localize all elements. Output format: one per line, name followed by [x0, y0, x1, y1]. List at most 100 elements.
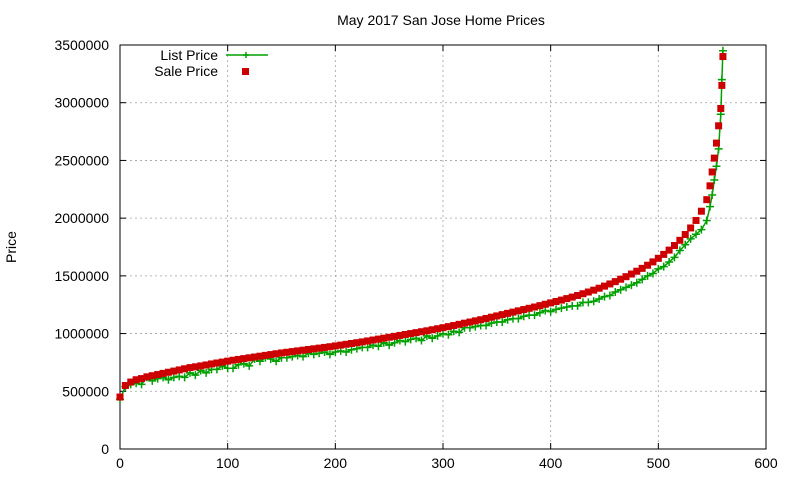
y-axis: 0 500000 1000000 1500000 2000000 2500000 30000…	[54, 37, 766, 457]
list-price-point	[164, 375, 173, 384]
sale-price-point	[143, 373, 151, 381]
sale-price-point	[191, 363, 199, 371]
sale-price-point	[202, 361, 210, 369]
list-price-point	[552, 305, 561, 314]
sale-price-point	[660, 250, 668, 258]
sale-price-point	[487, 313, 495, 321]
sale-price-point	[444, 323, 452, 331]
list-price-point	[584, 298, 593, 307]
sale-price-point	[369, 336, 377, 344]
list-price-point	[390, 338, 399, 347]
sale-price-point	[148, 372, 156, 380]
sale-price-point	[552, 297, 560, 305]
x-axis: 0 100 200 300 400 500 600	[116, 45, 778, 471]
list-price-point	[503, 315, 512, 324]
list-price-point	[245, 361, 254, 370]
sale-price-point	[493, 312, 501, 320]
sale-price-point	[703, 196, 711, 204]
x-tick-label: 600	[754, 455, 778, 471]
list-price-point	[272, 357, 281, 366]
sale-price-point	[326, 343, 334, 351]
legend-swatch-sale-price	[242, 68, 249, 75]
y-tick-label: 2000000	[54, 210, 109, 226]
sale-price-point	[638, 264, 646, 272]
x-tick-label: 400	[539, 455, 563, 471]
list-price-point	[712, 162, 721, 171]
list-price-point	[417, 336, 426, 345]
sale-price-point	[482, 314, 490, 322]
sale-price-point	[633, 267, 641, 275]
list-price-point	[643, 271, 652, 280]
grid-lines	[120, 45, 766, 449]
list-price-point	[702, 216, 711, 225]
sale-price-point	[391, 332, 399, 340]
list-price-point	[385, 341, 394, 350]
list-price-point	[229, 364, 238, 373]
sale-price-point	[283, 348, 291, 356]
list-price-point	[659, 262, 668, 271]
list-price-point	[455, 328, 464, 337]
list-price-series	[116, 46, 727, 404]
sale-price-point	[450, 321, 458, 329]
sale-price-point	[541, 300, 549, 308]
sale-price-point	[234, 355, 242, 363]
sale-price-point	[299, 346, 307, 354]
sale-price-point	[347, 339, 355, 347]
list-price-point	[627, 281, 636, 290]
list-price-point	[541, 306, 550, 315]
sale-price-point	[477, 316, 485, 324]
sale-price-point	[531, 303, 539, 311]
sale-price-point	[331, 342, 339, 350]
sale-price-point	[396, 331, 404, 339]
list-price-point	[498, 318, 507, 327]
list-price-line	[119, 50, 724, 400]
list-price-point	[681, 240, 690, 249]
sale-price-point	[595, 284, 603, 292]
x-tick-label: 300	[431, 455, 455, 471]
list-price-point	[654, 264, 663, 273]
list-price-point	[622, 283, 631, 292]
sale-price-point	[715, 122, 723, 130]
list-price-point	[670, 253, 679, 262]
sale-price-point	[708, 168, 716, 176]
legend: List Price Sale Price	[154, 47, 268, 79]
sale-price-point	[509, 308, 517, 316]
sale-price-point	[315, 344, 323, 352]
sale-price-point	[175, 366, 183, 374]
sale-price-point	[466, 318, 474, 326]
sale-price-point	[718, 81, 726, 89]
list-price-point	[557, 304, 566, 313]
sale-price-point	[692, 216, 700, 224]
list-price-point	[180, 373, 189, 382]
sale-price-point	[181, 365, 189, 373]
sale-price-point	[288, 348, 296, 356]
list-price-point	[589, 297, 598, 306]
sale-price-point	[256, 352, 264, 360]
sale-price-point	[606, 280, 614, 288]
sale-price-point	[272, 350, 280, 358]
list-price-point	[519, 312, 528, 321]
sale-price-point	[455, 320, 463, 328]
sale-price-point	[557, 296, 565, 304]
list-price-point	[433, 331, 442, 340]
list-price-point	[546, 307, 555, 316]
y-axis-label: Price	[3, 231, 19, 263]
sale-price-point	[568, 293, 576, 301]
list-price-point	[562, 303, 571, 312]
list-price-point	[710, 176, 719, 185]
sale-price-point	[676, 236, 684, 244]
sale-price-point	[116, 393, 124, 401]
sale-price-point	[417, 328, 425, 336]
sale-price-point	[170, 367, 178, 375]
sale-price-point	[294, 347, 302, 355]
list-price-point	[616, 285, 625, 294]
x-tick-label: 500	[647, 455, 671, 471]
sale-price-point	[428, 326, 436, 334]
sale-price-point	[434, 325, 442, 333]
sale-price-series	[116, 53, 727, 401]
sale-price-point	[514, 307, 522, 315]
sale-price-point	[321, 343, 329, 351]
sale-price-point	[525, 304, 533, 312]
y-tick-label: 2500000	[54, 152, 109, 168]
